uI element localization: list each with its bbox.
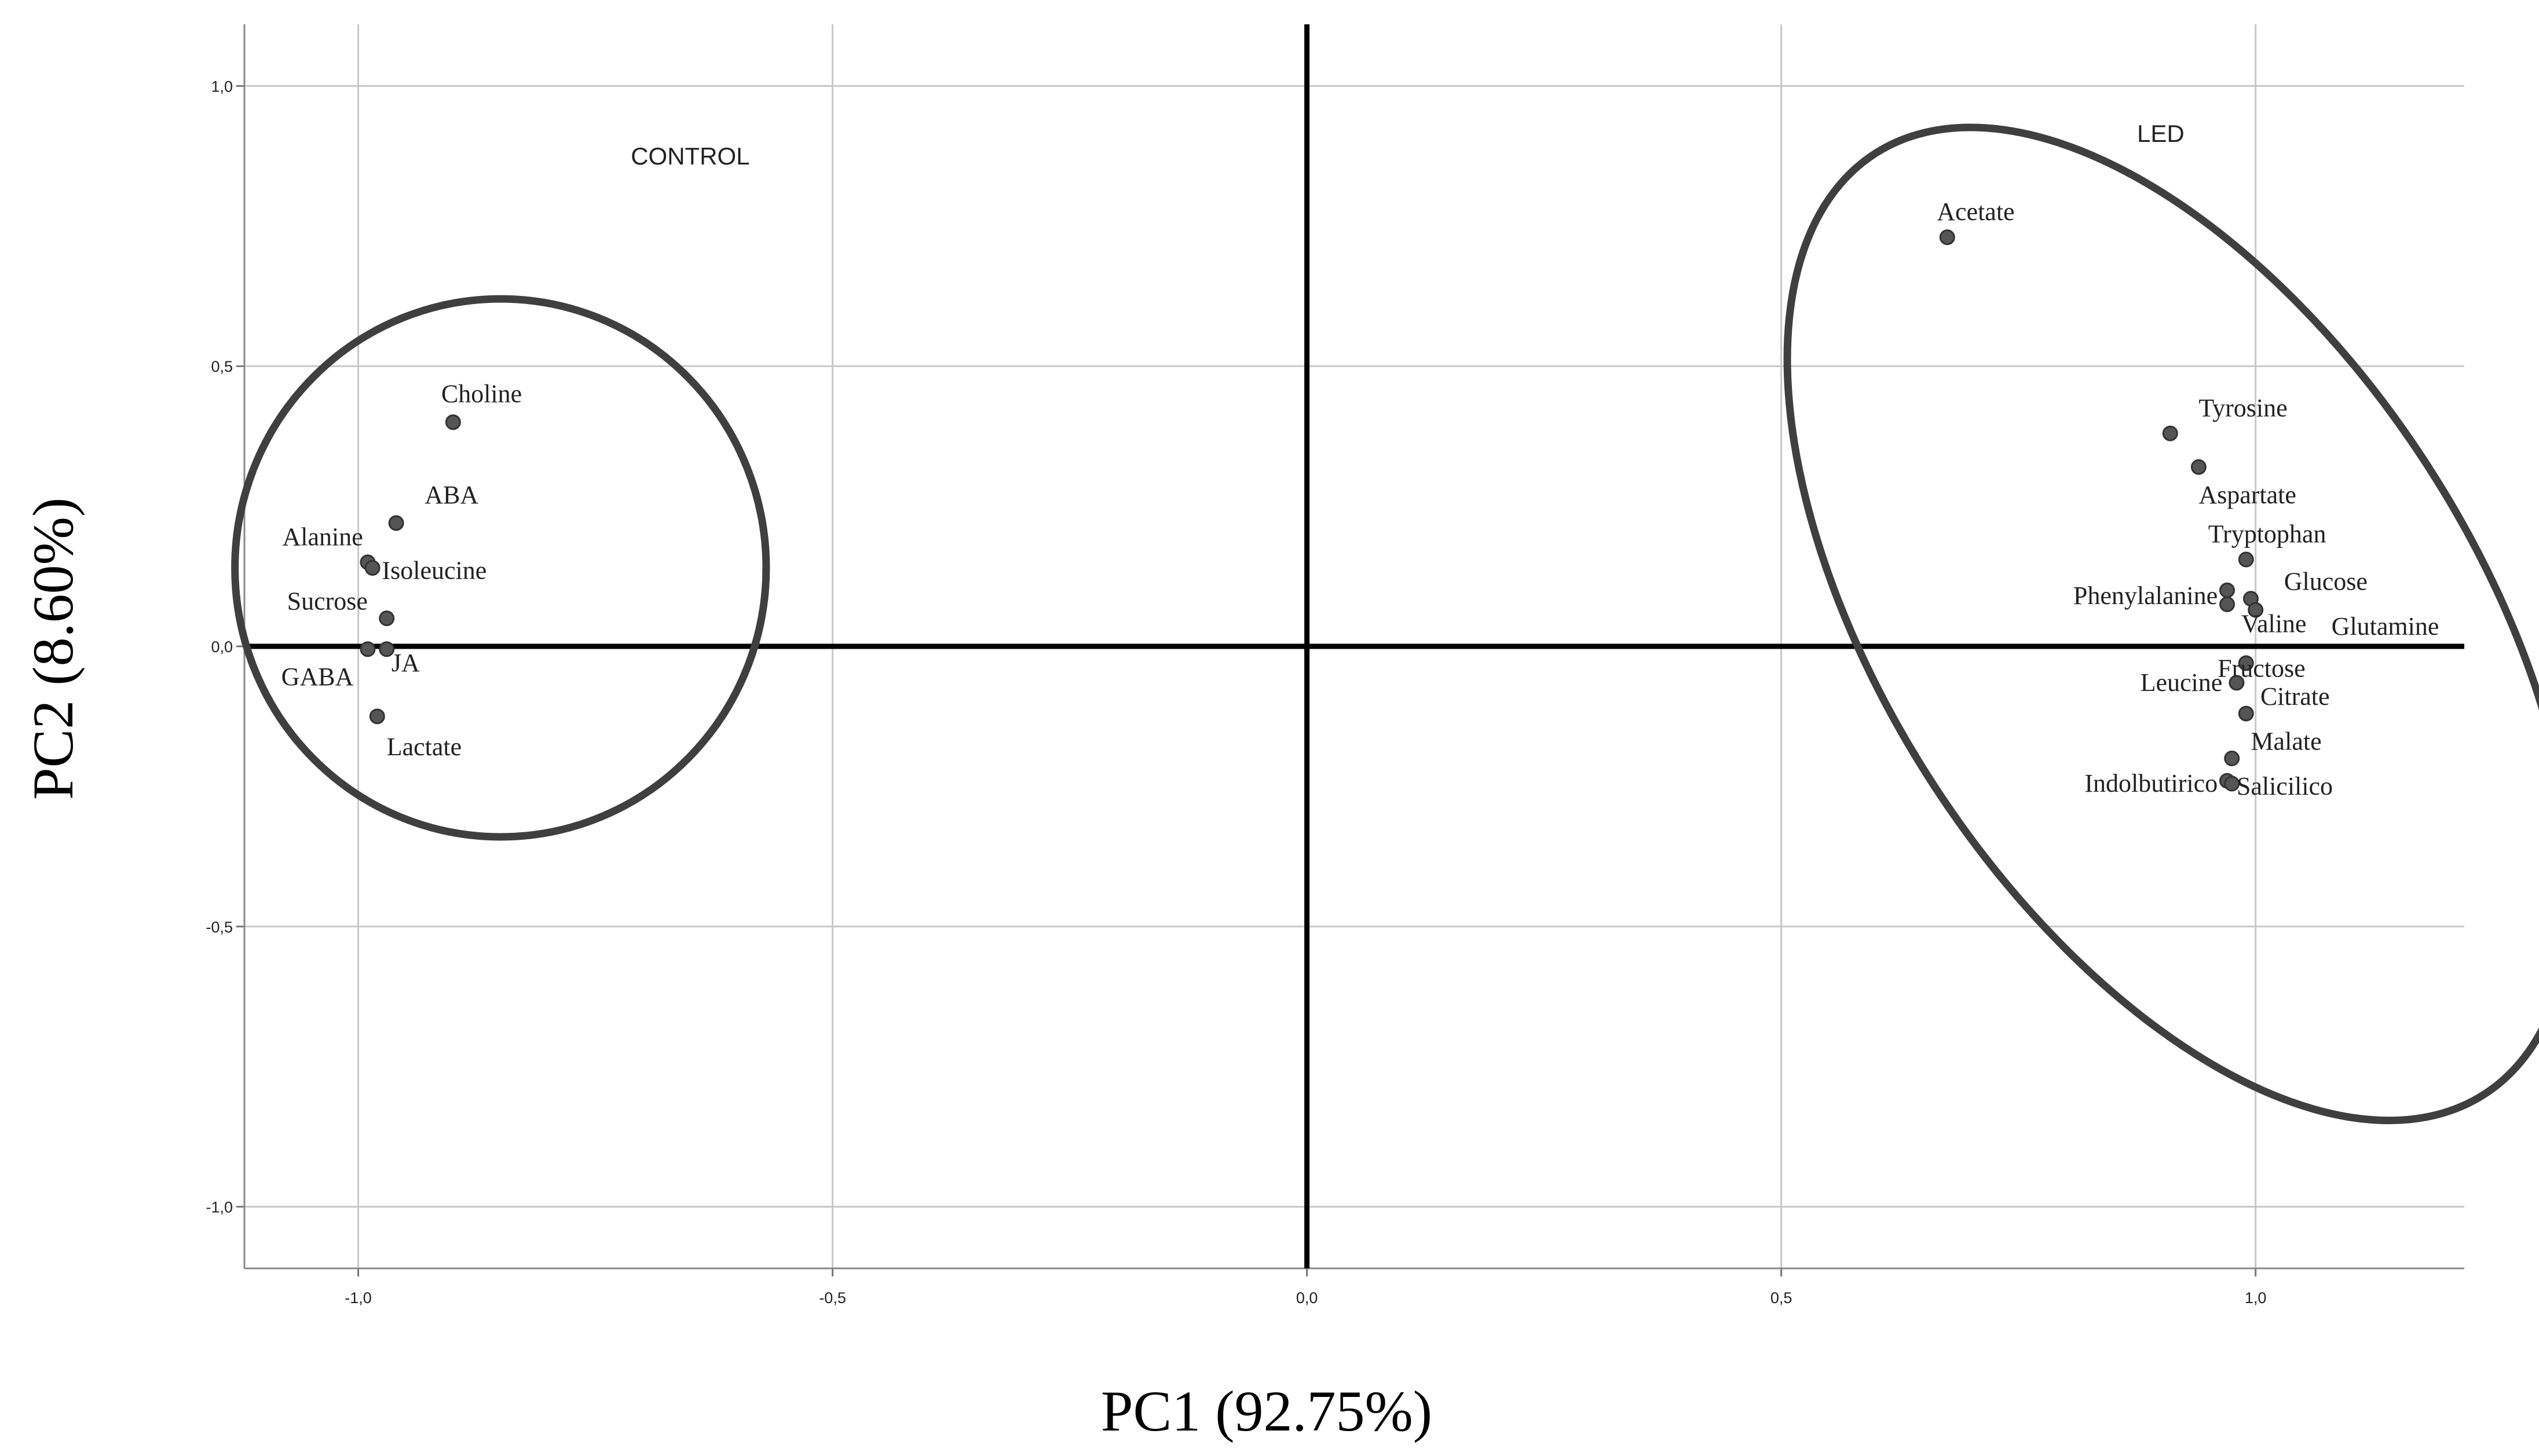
point-lactate [369, 708, 385, 725]
point-label-phenylalanine: Phenylalanine [2073, 581, 2218, 610]
y-tick-label: 1,0 [211, 78, 233, 95]
point-tryptophan [2238, 551, 2254, 568]
point-ja [379, 641, 395, 657]
point-label-isoleucine: Isoleucine [382, 556, 487, 584]
point-tyrosine [2162, 425, 2178, 441]
group-ellipse-led [1783, 123, 2539, 1125]
x-tick-label: 0,0 [1296, 1289, 1318, 1307]
point-gaba [360, 641, 376, 657]
point-label-choline: Choline [441, 380, 522, 408]
point-label-glucose: Glucose [2284, 568, 2368, 596]
point-choline [445, 414, 461, 430]
y-tick-label: 0,5 [211, 358, 233, 375]
point-valine [2219, 596, 2235, 612]
y-tick-label: -0,5 [206, 919, 233, 936]
x-axis-title: PC1 (92.75%) [1101, 1379, 1432, 1443]
point-label-ja: JA [392, 649, 420, 677]
axes-layer: -1,0 -0,5 0,0 0,5 1,0 -1,0 -0,5 0,0 0,5 1,0 [206, 24, 2464, 1307]
point-label-gaba: GABA [281, 663, 354, 691]
point-malate [2224, 751, 2240, 767]
point-acetate [1939, 229, 1955, 246]
point-label-indolbutirico: Indolbutirico [2084, 769, 2218, 797]
point-label-fructose: Fructose [2218, 654, 2306, 683]
point-label-sucrose: Sucrose [287, 587, 368, 616]
points-layer [360, 229, 2264, 792]
y-axis-title: PC2 (8.60%) [21, 497, 85, 800]
point-label-acetate: Acetate [1937, 197, 2014, 226]
x-tick-label: 1,0 [2245, 1289, 2267, 1307]
point-label-malate: Malate [2251, 727, 2321, 755]
point-label-valine: Valine [2241, 609, 2306, 638]
point-label-lactate: Lactate [387, 733, 462, 761]
group-ellipse-control [231, 295, 770, 841]
group-label-led: LED [2137, 120, 2185, 147]
point-citrate [2238, 705, 2254, 722]
point-label-citrate: Citrate [2260, 682, 2330, 711]
point-aspartate [2190, 459, 2207, 475]
point-label-tryptophan: Tryptophan [2208, 520, 2326, 548]
point-label-alanine: Alanine [282, 522, 363, 551]
point-label-leucine: Leucine [2141, 668, 2223, 697]
ellipse-layer [231, 123, 2539, 1125]
point-aba [388, 515, 404, 531]
y-tick-label: -1,0 [206, 1199, 233, 1216]
labels-layer: CONTROL LED Choline ABA Alanine Isoleucine Suc… [281, 120, 2439, 800]
point-fructose [2238, 655, 2254, 671]
group-label-control: CONTROL [631, 142, 749, 170]
point-salicilico [2224, 775, 2240, 792]
point-sucrose [379, 610, 395, 627]
x-tick-label: -0,5 [819, 1289, 846, 1307]
grid-layer [244, 24, 2464, 1268]
x-tick-label: 0,5 [1770, 1289, 1792, 1307]
point-label-glutamine: Glutamine [2332, 612, 2439, 641]
point-glutamine [2248, 602, 2264, 618]
point-label-aspartate: Aspartate [2198, 481, 2296, 509]
point-isoleucine [364, 560, 381, 576]
point-leucine [2229, 675, 2245, 691]
point-phenylalanine [2219, 582, 2235, 598]
point-label-aba: ABA [425, 481, 478, 509]
y-tick-label: 0,0 [211, 638, 233, 656]
point-label-salicilico: Salicilico [2237, 772, 2333, 800]
point-label-tyrosine: Tyrosine [2198, 394, 2287, 422]
x-tick-label: -1,0 [345, 1289, 372, 1307]
